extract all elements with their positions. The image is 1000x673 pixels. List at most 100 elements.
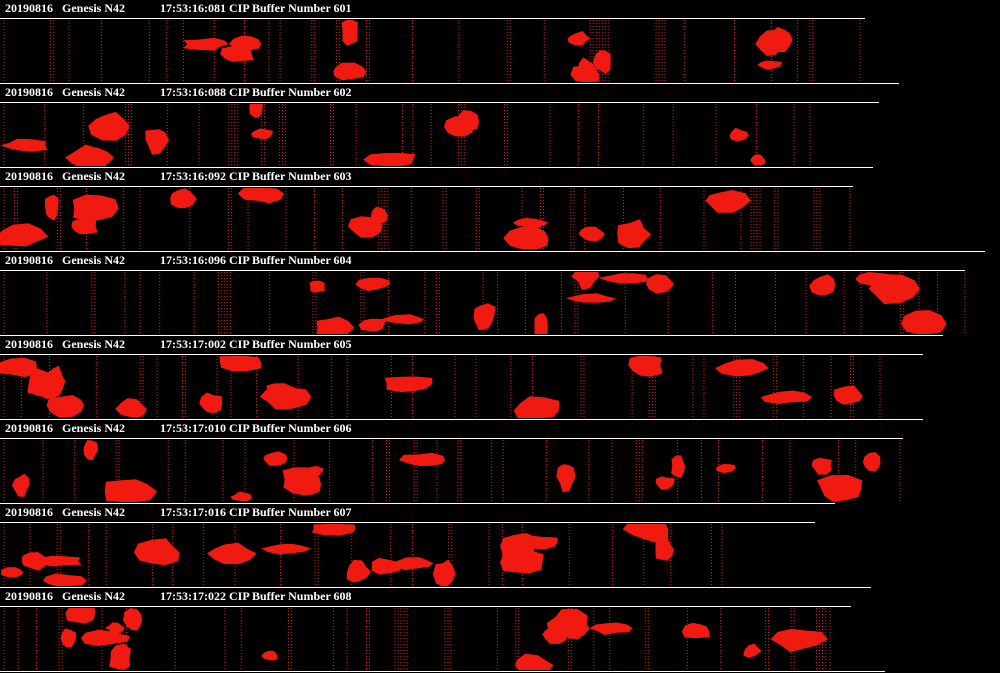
buffer-label: CIP Buffer Number 607 bbox=[229, 505, 352, 519]
probe-name: Genesis N42 bbox=[62, 337, 125, 351]
particle-image bbox=[589, 622, 633, 635]
particle-image bbox=[833, 385, 863, 405]
particle-image bbox=[40, 555, 82, 567]
probe-name: Genesis N42 bbox=[62, 253, 125, 267]
particle-image bbox=[46, 395, 84, 418]
particle-image bbox=[715, 359, 769, 377]
particle-image bbox=[628, 356, 663, 377]
particle-image bbox=[309, 280, 325, 293]
buffer-label: CIP Buffer Number 606 bbox=[229, 421, 352, 435]
particle-image bbox=[473, 303, 496, 331]
buffer-date: 20190816 bbox=[5, 505, 53, 519]
particle-image bbox=[617, 219, 652, 249]
particle-image bbox=[250, 128, 273, 139]
particle-image bbox=[71, 217, 98, 235]
particle-image bbox=[715, 464, 736, 473]
probe-name: Genesis N42 bbox=[62, 589, 125, 603]
particle-image bbox=[556, 464, 576, 493]
particle-image bbox=[229, 35, 262, 53]
particle-image bbox=[655, 476, 675, 490]
probe-name: Genesis N42 bbox=[62, 169, 125, 183]
particle-image bbox=[567, 31, 591, 46]
particle-image bbox=[348, 216, 383, 238]
particle-image bbox=[207, 542, 257, 565]
particle-image bbox=[809, 274, 835, 296]
particle-image bbox=[578, 226, 605, 242]
particle-image bbox=[855, 272, 898, 287]
buffer-date: 20190816 bbox=[5, 589, 53, 603]
particle-image bbox=[316, 316, 355, 334]
particle-image bbox=[817, 475, 863, 502]
particle-image bbox=[705, 190, 751, 213]
particle-image bbox=[115, 398, 147, 418]
buffer-time: 17:53:17:022 bbox=[160, 589, 226, 603]
particle-image bbox=[230, 491, 252, 502]
particle-image bbox=[261, 543, 312, 555]
particle-image bbox=[42, 573, 87, 586]
particle-image bbox=[534, 313, 548, 334]
particle-image bbox=[399, 452, 445, 466]
particle-image bbox=[311, 524, 356, 536]
particle-image bbox=[219, 356, 262, 372]
buffer-label: CIP Buffer Number 603 bbox=[229, 169, 352, 183]
particle-image bbox=[760, 390, 812, 404]
particle-image bbox=[743, 643, 762, 658]
buffer-label: CIP Buffer Number 604 bbox=[229, 253, 352, 267]
buffer-time: 17:53:16:081 bbox=[160, 1, 226, 15]
particle-image bbox=[65, 608, 96, 624]
buffer-time: 17:53:16:088 bbox=[160, 85, 226, 99]
buffer-strip: 20190816 Genesis N42 17:53:16:088 CIP Buffe… bbox=[0, 85, 879, 168]
buffer-time: 17:53:16:096 bbox=[160, 253, 226, 267]
particle-image bbox=[237, 188, 284, 204]
buffer-date: 20190816 bbox=[5, 421, 53, 435]
particle-image bbox=[681, 622, 710, 639]
particle-image bbox=[655, 537, 675, 561]
particle-image bbox=[622, 524, 669, 543]
particle-image bbox=[358, 318, 386, 332]
particle-image bbox=[249, 104, 263, 118]
particle-image bbox=[80, 629, 130, 646]
particle-image bbox=[671, 455, 686, 478]
particle-image bbox=[566, 293, 616, 303]
particle-image bbox=[341, 20, 358, 46]
buffer-time: 17:53:17:010 bbox=[160, 421, 226, 435]
probe-name: Genesis N42 bbox=[62, 505, 125, 519]
particle-image bbox=[454, 110, 479, 134]
particle-image bbox=[21, 552, 49, 571]
particle-image bbox=[0, 223, 49, 247]
particle-image bbox=[862, 452, 881, 472]
particle-image bbox=[512, 217, 549, 229]
buffer-strip: 20190816 Genesis N42 17:53:17:002 CIP Buffe… bbox=[0, 337, 923, 420]
particle-image bbox=[515, 653, 554, 670]
buffer-strip: 20190816 Genesis N42 17:53:16:096 CIP Buffe… bbox=[0, 253, 966, 336]
buffer-date: 20190816 bbox=[5, 253, 53, 267]
particle-image bbox=[363, 152, 416, 166]
particle-image bbox=[381, 314, 424, 325]
buffer-label: CIP Buffer Number 605 bbox=[229, 337, 352, 351]
particle-image bbox=[170, 188, 197, 209]
particle-image bbox=[133, 538, 180, 566]
buffer-date: 20190816 bbox=[5, 85, 53, 99]
particle-image bbox=[542, 625, 567, 645]
buffer-strip: 20190816 Genesis N42 17:53:17:010 CIP Buffe… bbox=[0, 421, 903, 504]
buffer-date: 20190816 bbox=[5, 169, 53, 183]
particle-image bbox=[578, 57, 595, 82]
particle-image bbox=[12, 473, 30, 497]
buffer-time: 17:53:17:002 bbox=[160, 337, 226, 351]
particle-image bbox=[71, 144, 107, 166]
buffer-date: 20190816 bbox=[5, 1, 53, 15]
particle-image bbox=[261, 650, 278, 661]
particle-image bbox=[109, 643, 131, 670]
particle-image bbox=[900, 310, 947, 334]
particle-image bbox=[104, 479, 158, 502]
particle-image bbox=[346, 559, 372, 583]
buffer-strip: 20190816 Genesis N42 17:53:17:022 CIP Buffe… bbox=[0, 589, 885, 672]
particle-image bbox=[757, 60, 782, 70]
particle-image bbox=[503, 226, 549, 250]
particle-image bbox=[88, 111, 130, 141]
particle-image bbox=[770, 628, 828, 653]
probe-name: Genesis N42 bbox=[62, 85, 125, 99]
particle-image bbox=[514, 535, 558, 550]
particle-image bbox=[48, 365, 66, 397]
particle-image bbox=[333, 62, 367, 81]
